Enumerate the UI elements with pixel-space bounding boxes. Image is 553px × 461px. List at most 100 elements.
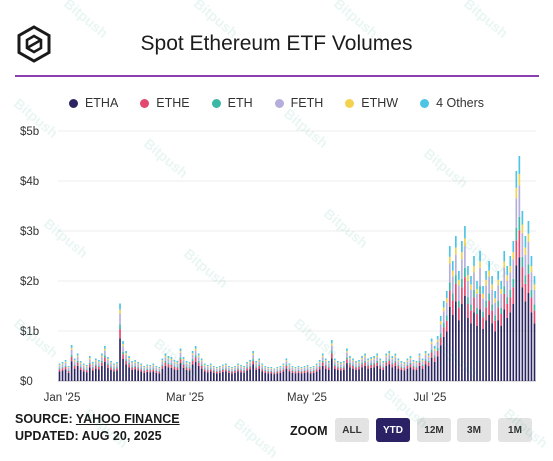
source-link[interactable]: YAHOO FINANCE — [75, 412, 180, 426]
bar-segment — [400, 362, 403, 364]
bar-segment — [222, 371, 224, 381]
bar-segment — [527, 233, 530, 242]
bar-segment — [391, 359, 394, 363]
bar-segment — [506, 275, 509, 281]
bar-segment — [258, 358, 261, 361]
bar-segment — [243, 367, 245, 368]
legend-item-etha[interactable]: ETHA — [68, 96, 118, 110]
bar-segment — [107, 360, 109, 364]
bar-segment — [524, 236, 527, 248]
legend-item-ethw[interactable]: ETHW — [345, 96, 398, 110]
bar-segment — [500, 308, 503, 314]
bar-segment — [382, 370, 385, 381]
bar-segment — [194, 346, 197, 349]
bar-segment — [330, 358, 333, 381]
bar-segment — [524, 283, 527, 302]
bar-segment — [185, 370, 188, 381]
bar-segment — [458, 271, 460, 280]
bar-segment — [140, 365, 143, 369]
bar-segment — [454, 254, 457, 276]
bar-segment — [67, 367, 70, 368]
bar-segment — [503, 286, 506, 294]
bar-segment — [82, 369, 85, 372]
bar-segment — [297, 372, 300, 381]
bar-segment — [442, 322, 445, 328]
bar-segment — [234, 370, 236, 371]
bar-segment — [306, 365, 309, 367]
bar-segment — [467, 280, 469, 298]
bar-segment — [370, 364, 372, 368]
bar-segment — [203, 364, 206, 366]
bar-segment — [321, 355, 324, 358]
bar-segment — [509, 297, 512, 313]
legend-swatch — [211, 98, 221, 108]
bar-segment — [470, 289, 472, 305]
bar-segment — [442, 337, 445, 381]
zoom-12m-button[interactable]: 12M — [417, 418, 451, 442]
legend-item-others[interactable]: 4 Others — [420, 96, 484, 110]
bar-segment — [252, 359, 254, 361]
bar-segment — [276, 373, 279, 381]
legend-item-ethe[interactable]: ETHE — [140, 96, 190, 110]
bar-segment — [116, 368, 118, 371]
bar-segment — [306, 366, 309, 368]
legend-item-feth[interactable]: FETH — [274, 96, 323, 110]
bar-segment — [222, 365, 224, 367]
bar-segment — [146, 366, 149, 369]
y-tick-label: $5b — [20, 126, 39, 138]
bar-segment — [206, 369, 209, 371]
bar-segment — [340, 364, 342, 368]
bar-segment — [461, 304, 463, 381]
bar-segment — [179, 351, 182, 353]
bar-segment — [107, 358, 109, 361]
bar-segment — [424, 351, 427, 354]
bar-segment — [291, 366, 294, 368]
zoom-1m-button[interactable]: 1M — [498, 418, 532, 442]
bar-segment — [355, 363, 357, 367]
zoom-ytd-button[interactable]: YTD — [376, 418, 410, 442]
bar-segment — [179, 359, 182, 364]
bar-segment — [403, 362, 406, 364]
zoom-3m-button[interactable]: 3M — [457, 418, 491, 442]
bar-segment — [188, 367, 191, 369]
bar-segment — [258, 360, 261, 362]
bar-segment — [488, 300, 490, 315]
bar-segment — [267, 371, 270, 374]
bar-segment — [122, 346, 124, 352]
bar-segment — [343, 363, 345, 367]
bar-segment — [346, 359, 348, 364]
bar-segment — [282, 363, 285, 365]
bar-segment — [79, 363, 82, 367]
legend-item-eth[interactable]: ETH — [211, 96, 253, 110]
bar-segment — [433, 346, 436, 349]
bar-segment — [397, 358, 400, 361]
bar-segment — [436, 348, 439, 351]
bar-segment — [70, 349, 73, 355]
bar-segment — [300, 370, 303, 372]
bar-segment — [219, 367, 221, 368]
bar-segment — [152, 371, 155, 381]
bar-segment — [200, 365, 203, 369]
bar-segment — [104, 355, 106, 358]
bar-segment — [98, 361, 100, 363]
zoom-all-button[interactable]: ALL — [335, 418, 369, 442]
bar-segment — [430, 341, 433, 345]
bar-segment — [188, 370, 191, 381]
y-tick-label: $3b — [20, 226, 39, 238]
bar-segment — [222, 364, 224, 366]
bar-segment — [131, 367, 133, 370]
bar-segment — [76, 362, 79, 366]
bar-segment — [176, 370, 179, 381]
bar-segment — [488, 293, 490, 301]
bar-segment — [64, 369, 67, 381]
bar-segment — [515, 187, 518, 199]
bar-segment — [237, 368, 239, 370]
bar-segment — [524, 247, 527, 255]
bar-segment — [433, 357, 436, 362]
bar-segment — [101, 353, 103, 356]
bar-segment — [445, 291, 448, 299]
bar-segment — [110, 366, 112, 368]
bar-segment — [143, 367, 146, 371]
bar-segment — [521, 233, 524, 257]
bar-segment — [533, 289, 536, 305]
